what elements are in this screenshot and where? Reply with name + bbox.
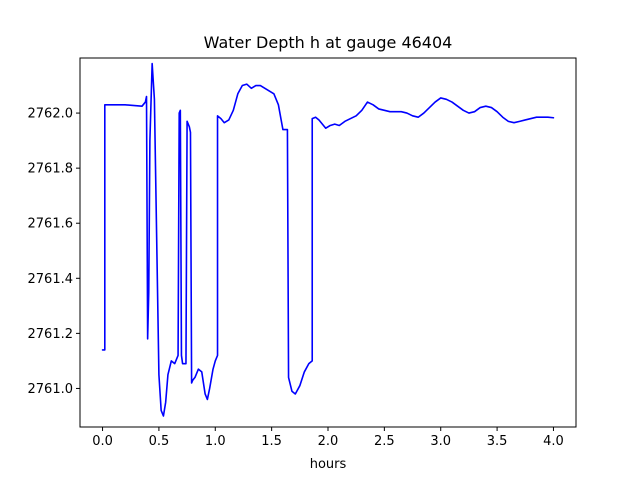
- x-tick-label: 0.5: [149, 434, 170, 449]
- y-tick-label: 2761.8: [28, 162, 74, 177]
- x-axis-label: hours: [310, 457, 347, 472]
- x-tick-label: 3.0: [430, 434, 451, 449]
- y-tick-label: 2761.4: [28, 272, 74, 287]
- x-tick-label: 2.5: [374, 434, 395, 449]
- chart-title: Water Depth h at gauge 46404: [204, 33, 453, 52]
- x-tick-label: 1.5: [261, 434, 282, 449]
- x-tick-label: 4.0: [543, 434, 564, 449]
- x-tick-label: 0.0: [92, 434, 113, 449]
- x-tick-label: 2.0: [318, 434, 339, 449]
- water-depth-line: [101, 62, 555, 417]
- x-tick-label: 3.5: [487, 434, 508, 449]
- x-axis: 0.0 0.5 1.0 1.5 2.0 2.5 3.0 3.5 4.0: [92, 427, 564, 449]
- y-tick-label: 2761.6: [28, 217, 74, 232]
- x-tick-label: 1.0: [205, 434, 226, 449]
- y-axis: 2761.0 2761.2 2761.4 2761.6 2761.8 2762.0: [28, 107, 80, 397]
- plot-area: [79, 57, 577, 428]
- y-tick-label: 2762.0: [28, 107, 74, 122]
- y-tick-label: 2761.0: [28, 382, 74, 397]
- y-tick-label: 2761.2: [28, 327, 74, 342]
